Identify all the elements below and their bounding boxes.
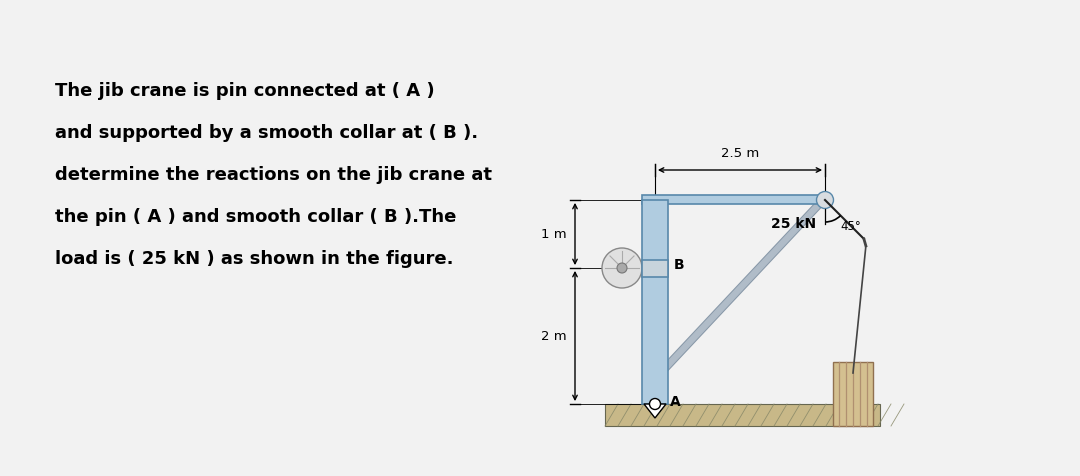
Polygon shape — [653, 198, 825, 381]
Bar — [833, 362, 873, 426]
Circle shape — [649, 398, 661, 409]
Text: 25 kN: 25 kN — [771, 218, 816, 231]
Text: and supported by a smooth collar at ( B ).: and supported by a smooth collar at ( B … — [55, 124, 478, 142]
Bar — [605, 404, 880, 426]
Text: B: B — [674, 258, 685, 272]
Text: The jib crane is pin connected at ( A ): The jib crane is pin connected at ( A ) — [55, 82, 434, 100]
Text: 2 m: 2 m — [541, 329, 567, 343]
Text: determine the reactions on the jib crane at: determine the reactions on the jib crane… — [55, 166, 492, 184]
Polygon shape — [644, 404, 666, 418]
Circle shape — [816, 191, 834, 208]
Bar — [642, 259, 669, 277]
Text: 45°: 45° — [840, 220, 861, 233]
Bar — [642, 196, 825, 205]
Text: 1 m: 1 m — [541, 228, 567, 240]
Circle shape — [602, 248, 642, 288]
Text: A: A — [670, 395, 680, 409]
Text: the pin ( A ) and smooth collar ( B ).The: the pin ( A ) and smooth collar ( B ).Th… — [55, 208, 457, 226]
Bar — [642, 200, 669, 404]
Text: load is ( 25 kN ) as shown in the figure.: load is ( 25 kN ) as shown in the figure… — [55, 250, 454, 268]
Circle shape — [617, 263, 627, 273]
Text: 2.5 m: 2.5 m — [720, 147, 759, 160]
